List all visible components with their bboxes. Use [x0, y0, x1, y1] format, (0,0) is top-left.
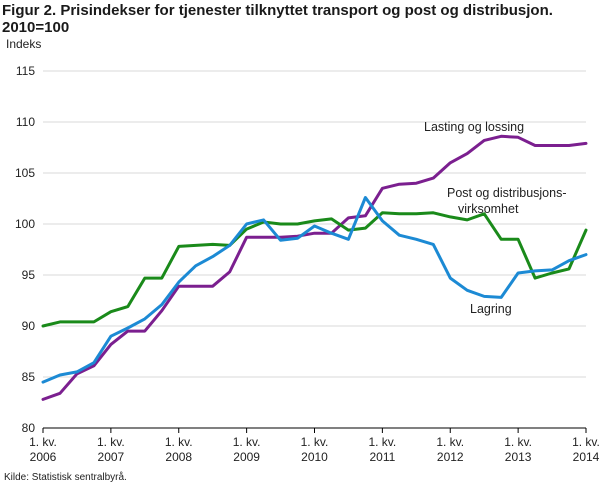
series-label-lasting: Lasting og lossing	[424, 120, 524, 134]
y-tick-label: 80	[22, 421, 36, 435]
series-labels: Lasting og lossing Post og distribusjons-…	[424, 120, 567, 316]
y-tick-label: 110	[16, 115, 35, 129]
chart-title-line2: 2010=100	[2, 19, 70, 36]
series-line-lagring	[41, 196, 588, 384]
chart-title-line1: Figur 2. Prisindekser for tjenester tilk…	[2, 2, 553, 19]
y-tick-label: 85	[22, 370, 36, 384]
x-tick-label: 1. kv.	[504, 435, 532, 449]
series-lines	[41, 134, 588, 401]
y-tick-label: 100	[15, 217, 35, 231]
series-line-post	[41, 211, 588, 328]
x-tick-year: 2006	[30, 450, 57, 464]
x-tick-label: 1. kv.	[368, 435, 396, 449]
series-line-lasting	[41, 134, 588, 401]
x-tick-year: 2011	[369, 450, 395, 464]
x-tick-year: 2013	[505, 450, 532, 464]
x-tick-year: 2012	[437, 450, 464, 464]
x-tick-year: 2014	[573, 450, 600, 464]
x-tick-label: 1. kv.	[165, 435, 193, 449]
x-tick-label: 1. kv.	[436, 435, 464, 449]
y-tick-label: 95	[22, 268, 36, 282]
y-tick-label: 105	[15, 166, 35, 180]
x-tick-label: 1. kv.	[29, 435, 57, 449]
y-tick-label: 115	[16, 64, 35, 78]
x-tick-label: 1. kv.	[301, 435, 329, 449]
source-note: Kilde: Statistisk sentralbyrå.	[4, 472, 127, 483]
y-axis-ticks: 80 85 90 95 100 105 110 115	[15, 64, 35, 435]
y-tick-label: 90	[22, 319, 36, 333]
x-tick-label: 1. kv.	[572, 435, 600, 449]
x-tick-year: 2007	[98, 450, 125, 464]
x-tick-year: 2008	[165, 450, 192, 464]
series-label-post-line1: Post og distribusjons-	[447, 186, 567, 200]
x-tick-year: 2009	[233, 450, 260, 464]
x-tick-label: 1. kv.	[233, 435, 261, 449]
series-label-post-line2: virksomhet	[458, 202, 519, 216]
series-label-lagring: Lagring	[470, 302, 512, 316]
x-tick-year: 2010	[301, 450, 328, 464]
chart-title: Figur 2. Prisindekser for tjenester tilk…	[2, 2, 602, 36]
y-axis-label: Indeks	[6, 37, 41, 51]
x-tick-label: 1. kv.	[97, 435, 125, 449]
